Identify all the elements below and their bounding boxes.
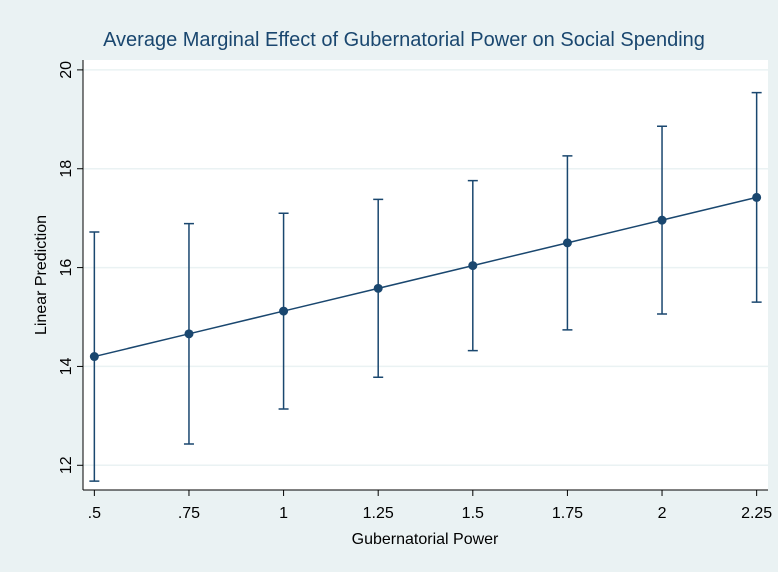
y-tick-label: 20 bbox=[58, 61, 75, 79]
x-tick-label: .5 bbox=[88, 505, 101, 522]
y-tick-label: 12 bbox=[58, 456, 75, 474]
chart-title: Average Marginal Effect of Gubernatorial… bbox=[103, 29, 705, 51]
x-tick-label: 1.25 bbox=[363, 505, 394, 522]
point bbox=[752, 192, 762, 202]
x-tick-label: 1.75 bbox=[552, 505, 583, 522]
x-tick-label: .75 bbox=[178, 505, 200, 522]
x-tick-label: 1.5 bbox=[462, 505, 484, 522]
point bbox=[373, 283, 383, 293]
x-axis-title: Gubernatorial Power bbox=[352, 531, 499, 548]
point bbox=[279, 306, 289, 316]
point bbox=[468, 261, 478, 271]
line bbox=[94, 196, 757, 358]
y-tick-label: 14 bbox=[58, 357, 75, 375]
point bbox=[562, 238, 572, 248]
x-tick-label: 1 bbox=[279, 505, 288, 522]
x-tick-label: 2.25 bbox=[741, 505, 772, 522]
point bbox=[657, 215, 667, 225]
y-tick-label: 18 bbox=[58, 160, 75, 178]
y-axis-title: Linear Prediction bbox=[33, 215, 50, 335]
plot-area bbox=[83, 60, 768, 490]
x-tick-label: 2 bbox=[658, 505, 667, 522]
point bbox=[89, 352, 99, 362]
y-tick-label: 16 bbox=[58, 259, 75, 277]
point bbox=[184, 329, 194, 339]
